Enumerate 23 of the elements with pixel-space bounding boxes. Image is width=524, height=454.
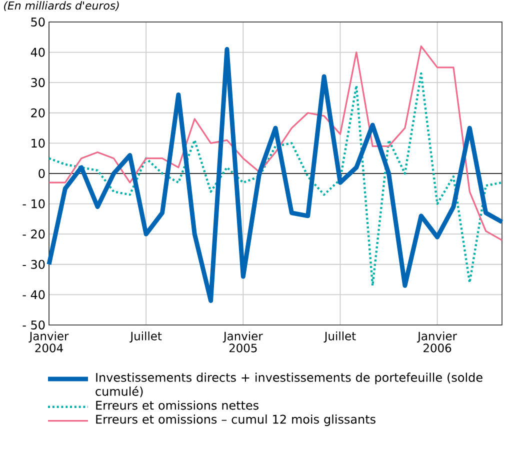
y-tick-label: 30 [31, 78, 45, 88]
x-tick-label: Janvier 2005 [222, 332, 263, 352]
x-tick-label: Juillet [324, 332, 356, 343]
x-tick-label: Juillet [130, 332, 162, 343]
legend-label: Investissements directs + investissements de portefeuille (solde cumulé) [96, 372, 482, 398]
line-series [46, 47, 504, 303]
y-tick-label: 10 [32, 138, 45, 148]
line-series [48, 45, 503, 241]
line-series [48, 72, 504, 287]
x-tick-label: Janvier 2006 [417, 332, 457, 352]
legend-label: Erreurs et omissions nettes [96, 400, 258, 410]
chart-subtitle: (En milliards d'euros) [4, 1, 119, 11]
x-tick-label: Janvier 2004 [28, 332, 69, 352]
y-tick-label: - 50 [22, 320, 45, 330]
y-tick-label: - 30 [22, 260, 45, 269]
y-tick-label: 0 [38, 168, 45, 178]
y-tick-label: 40 [30, 48, 45, 57]
y-tick-label: 50 [31, 17, 45, 27]
legend-label: Erreurs et omissions – cumul 12 mois glissants [96, 414, 376, 426]
y-tick-label: - 40 [22, 290, 45, 300]
y-tick-label: - 10 [22, 199, 45, 208]
y-tick-label: - 20 [22, 230, 45, 239]
y-tick-label: 20 [31, 108, 45, 118]
